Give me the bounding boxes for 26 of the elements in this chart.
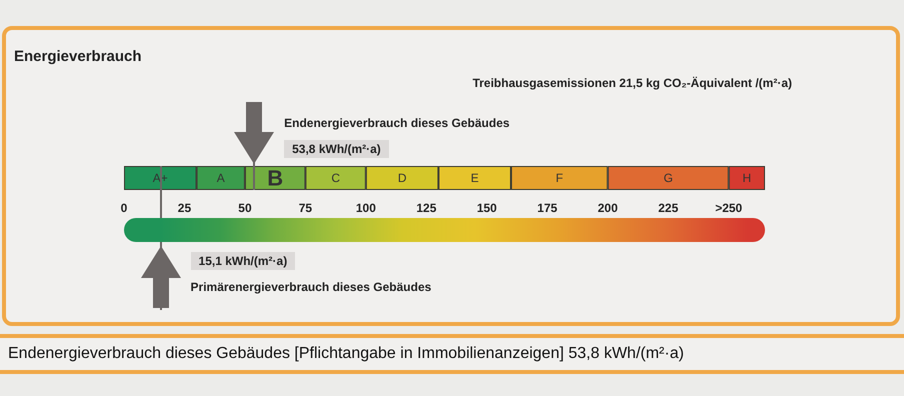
x-tick-label: 125	[416, 201, 437, 215]
x-tick-label: 200	[598, 201, 618, 215]
x-tick-label: 175	[537, 201, 558, 215]
text: Treibhausgasemissionen 21,5 kg CO₂-Äquivalent /(m²·a)	[472, 76, 792, 90]
x-tick-label: 25	[178, 201, 192, 215]
series-label: G	[664, 171, 673, 185]
text: 15,1 kWh/(m²·a)	[190, 252, 296, 270]
x-tick-label: >250	[715, 201, 743, 215]
x-tick-label: 50	[238, 201, 252, 215]
x-tick-label: 150	[476, 201, 498, 215]
series-label: F	[556, 171, 564, 185]
ref-line-label: Endenergieverbrauch dieses Gebäudes	[284, 116, 510, 130]
series-label: A	[216, 171, 225, 185]
x-tick-label: 225	[658, 201, 679, 215]
series-label: E	[470, 171, 479, 185]
chart-title: Energieverbrauch	[14, 48, 142, 65]
series-label: D	[398, 171, 407, 185]
series-label: C	[331, 171, 340, 185]
x-tick-label: 0	[120, 201, 128, 215]
text: Endenergieverbrauch dieses Gebäudes [Pflichtangabe in Immobilienanzeigen] 53,8 kWh/(m²·a)	[0, 334, 904, 374]
series-label: B	[267, 166, 284, 190]
text: 53,8 kWh/(m²·a)	[284, 140, 389, 158]
x-tick-label: 75	[298, 201, 312, 215]
ref-line-label: Primärenergieverbrauch dieses Gebäudes	[190, 280, 432, 294]
series-label: H	[742, 171, 752, 185]
x-tick-label: 100	[356, 201, 376, 215]
